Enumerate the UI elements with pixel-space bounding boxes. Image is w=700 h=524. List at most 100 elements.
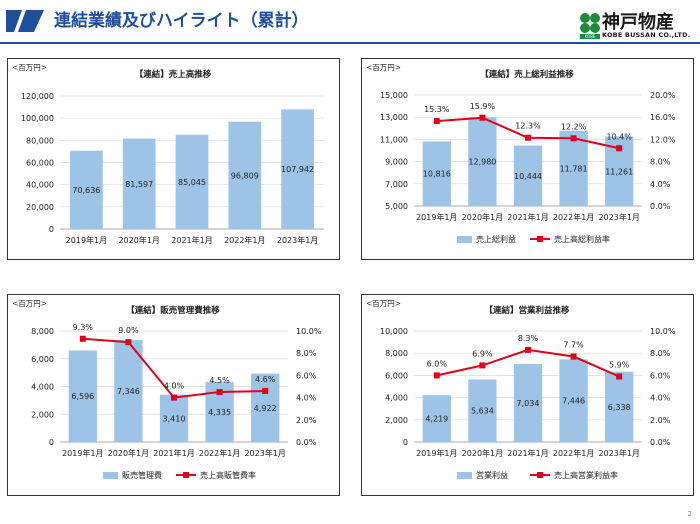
y2-tick-label: 4.0%: [296, 394, 317, 403]
bar: [422, 141, 451, 206]
bar: [175, 134, 209, 229]
bar: [114, 340, 143, 442]
bar-value-label: 4,219: [425, 415, 448, 424]
x-tick-label: 2020年1月: [462, 212, 503, 222]
legend-bar-label: 販売管理費: [122, 470, 162, 480]
bar: [228, 121, 262, 229]
x-tick-label: 2019年1月: [416, 212, 457, 222]
y2-tick-label: 20.0%: [650, 91, 676, 100]
y-tick-label: 60,000: [26, 159, 54, 168]
y2-tick-label: 6.0%: [296, 371, 317, 380]
bar-value-label: 70,636: [72, 186, 100, 195]
ratio-value-label: 5.9%: [609, 361, 630, 370]
ratio-value-label: 7.7%: [563, 341, 584, 350]
ratio-point: [525, 346, 531, 353]
chart-title: 【連結】販売管理費推移: [126, 305, 220, 316]
bar: [281, 109, 314, 229]
legend-bar-swatch: [457, 472, 472, 479]
ratio-point: [479, 114, 486, 121]
bar: [68, 350, 97, 442]
y-tick-label: 13,000: [380, 113, 408, 122]
unit-label: <百万円>: [366, 63, 401, 72]
y-tick-label: 0: [403, 438, 408, 447]
ratio-value-label: 10.4%: [606, 132, 632, 141]
unit-label: <百万円>: [12, 299, 47, 308]
bar: [559, 359, 588, 442]
legend-bar-swatch: [103, 472, 118, 479]
bar-value-label: 11,781: [560, 164, 588, 173]
x-tick-label: 2020年1月: [108, 448, 149, 458]
bar-value-label: 3,410: [163, 414, 186, 423]
bar-value-label: 5,634: [471, 407, 494, 416]
ratio-value-label: 4.6%: [255, 375, 276, 384]
bar: [159, 394, 189, 442]
x-tick-label: 2021年1月: [153, 448, 194, 458]
ratio-value-label: 6.0%: [427, 359, 448, 368]
header-rule: [0, 42, 700, 44]
page-header: 連結業績及びハイライト（累計） KOBE 神戸物産 KOBE BUSSAN CO…: [0, 0, 700, 44]
ratio-value-label: 6.9%: [472, 349, 493, 358]
y-tick-label: 20,000: [26, 203, 54, 212]
y-tick-label: 15,000: [380, 91, 408, 100]
ratio-value-label: 9.0%: [118, 326, 139, 335]
y2-tick-label: 8.0%: [650, 349, 671, 358]
bar: [122, 138, 156, 229]
ratio-point: [262, 387, 269, 394]
ratio-point: [570, 353, 577, 360]
x-tick-label: 2023年1月: [598, 448, 639, 458]
legend-bar-label: 売上総利益: [476, 234, 516, 244]
ratio-point: [433, 372, 440, 379]
x-tick-label: 2023年1月: [277, 235, 318, 245]
ratio-point: [433, 118, 440, 125]
ratio-point: [479, 362, 486, 369]
ratio-value-label: 9.3%: [73, 323, 94, 332]
sga-chart: <百万円> 【連結】販売管理費推移 0 2,000 4,000 6,000 8,000 6,5…: [12, 299, 322, 480]
x-tick-label: 2020年1月: [118, 235, 159, 245]
y-tick-label: 11,000: [380, 135, 408, 144]
ratio-value-label: 15.3%: [424, 105, 450, 114]
y2-tick-label: 2.0%: [650, 416, 671, 425]
legend-line-label: 売上高営業利益率: [554, 470, 618, 480]
bar-value-label: 6,338: [608, 403, 631, 412]
x-tick-label: 2022年1月: [224, 235, 265, 245]
legend-line-marker: [537, 236, 543, 242]
bar-value-label: 7,034: [517, 399, 540, 408]
bar-value-label: 107,942: [281, 165, 314, 174]
y2-tick-label: 4.0%: [650, 180, 671, 189]
ratio-point: [79, 335, 86, 342]
x-tick-label: 2021年1月: [507, 212, 548, 222]
y-tick-label: 6,000: [31, 355, 54, 364]
ratio-point: [525, 134, 531, 141]
ratio-value-label: 12.2%: [561, 122, 587, 131]
header-chevron-icon: [6, 10, 44, 32]
chart-panel-gross-profit: <百万円> 【連結】売上総利益推移 5,000 7,000 9,000 11,000 13,…: [361, 58, 694, 260]
y-tick-label: 100,000: [21, 114, 54, 123]
chart-panel-sga: <百万円> 【連結】販売管理費推移 0 2,000 4,000 6,000 8,000 6,5…: [7, 294, 340, 496]
logo-badge-text: KOBE: [585, 34, 596, 39]
y2-tick-label: 8.0%: [296, 349, 317, 358]
ratio-point: [570, 135, 577, 142]
legend-line-label: 売上高販管費率: [200, 470, 256, 480]
y2-tick-label: 10.0%: [296, 327, 322, 336]
y-tick-label: 120,000: [21, 92, 54, 101]
y-tick-label: 40,000: [26, 181, 54, 190]
gross-profit-chart: <百万円> 【連結】売上総利益推移 5,000 7,000 9,000 11,000 13,…: [366, 63, 676, 244]
y2-tick-label: 0.0%: [650, 438, 671, 447]
chart-title: 【連結】売上総利益推移: [480, 69, 574, 80]
bar: [70, 150, 103, 229]
bar-value-label: 11,261: [605, 167, 633, 176]
logo-name: 神戸物産: [602, 12, 674, 33]
ratio-point: [216, 389, 223, 396]
bar: [513, 145, 543, 206]
ratio-point: [171, 394, 177, 401]
x-tick-label: 2022年1月: [199, 448, 240, 458]
y2-tick-label: 0.0%: [296, 438, 317, 447]
y-tick-label: 0: [49, 225, 54, 234]
x-tick-label: 2019年1月: [416, 448, 457, 458]
y-tick-label: 4,000: [31, 383, 54, 392]
y2-tick-label: 8.0%: [650, 158, 671, 167]
y-tick-label: 5,000: [385, 202, 408, 211]
y2-tick-label: 16.0%: [650, 113, 676, 122]
x-tick-label: 2022年1月: [553, 212, 594, 222]
bar: [605, 371, 634, 442]
